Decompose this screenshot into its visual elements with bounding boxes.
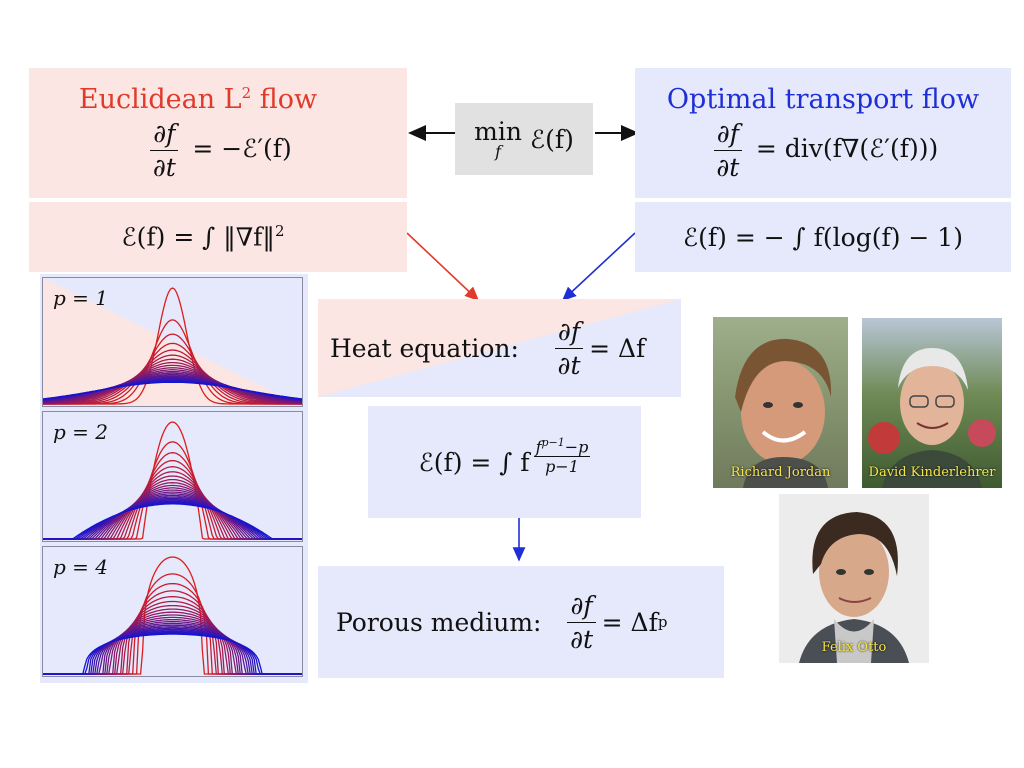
porous-rhs-sup: p: [657, 613, 668, 631]
power-energy-lhs: ℰ(f) = ∫ f: [418, 447, 530, 477]
frac-num-base: f: [535, 437, 542, 457]
diffusion-curve: [43, 632, 302, 675]
diffusion-curve: [43, 354, 302, 405]
heat-numerator: ∂f: [554, 317, 584, 349]
ot-eq-rhs: = div(f∇(ℰ′(f))): [755, 134, 939, 163]
frac-den: p−1: [545, 457, 579, 477]
photo-richard-jordan: Richard Jordan: [713, 317, 848, 488]
optimal-transport-box: Optimal transport flow ∂f ∂t = div(f∇(ℰ′(…: [635, 68, 1011, 198]
power-energy-box: ℰ(f) = ∫ f fp−1−p p−1: [368, 406, 641, 518]
min-word: min: [474, 117, 522, 146]
power-energy: ℰ(f) = ∫ f fp−1−p p−1: [418, 436, 591, 477]
entropy-energy: ℰ(f) = − ∫ f(log(f) − 1): [683, 222, 963, 252]
arrow-red: [406, 232, 480, 302]
caption-richard-jordan: Richard Jordan: [730, 465, 831, 480]
power-energy-fraction: fp−1−p p−1: [533, 435, 591, 477]
caption-david-kinderlehrer: David Kinderlehrer: [868, 465, 996, 480]
diffusion-curve: [43, 627, 302, 675]
euclidean-flow-title: Euclidean L2 flow: [79, 84, 317, 115]
min-energy-box: min f ℰ(f): [455, 103, 593, 175]
diffusion-curve: [43, 498, 302, 540]
min-subscript: f: [495, 142, 501, 161]
portrait-kinderlehrer-image: [868, 348, 996, 488]
diffusion-curve: [43, 630, 302, 675]
diffusion-curve: [43, 369, 302, 404]
diffusion-curve: [43, 633, 302, 675]
heat-equation-box: Heat equation: ∂f ∂t = Δf: [318, 299, 681, 397]
eq-numerator: ∂f: [150, 119, 179, 151]
dirichlet-energy-sup: 2: [274, 222, 285, 241]
porous-rhs: = Δf: [601, 607, 658, 637]
diffusion-curve: [43, 608, 302, 675]
diffusion-curve: [43, 631, 302, 675]
porous-medium-box: Porous medium: ∂f ∂t = Δf p: [318, 566, 724, 678]
heat-equation: Heat equation: ∂f ∂t = Δf: [330, 299, 645, 397]
diffusion-curve: [43, 503, 302, 540]
euclidean-title-sup: 2: [241, 84, 252, 102]
eq-rhs: = −ℰ′(f): [192, 134, 292, 163]
diffusion-curve: [43, 370, 302, 404]
diffusion-curve: [43, 361, 302, 405]
ot-eq-numerator: ∂f: [713, 119, 742, 151]
diffusion-curve: [43, 349, 302, 405]
diffusion-curve: [43, 596, 302, 675]
caption-felix-otto: Felix Otto: [821, 640, 887, 655]
ot-eq-denominator: ∂t: [716, 153, 740, 182]
plot-p2-label: p = 2: [53, 420, 108, 444]
dirichlet-energy-text: ℰ(f) = ∫ ‖∇f‖: [121, 222, 275, 252]
dirichlet-energy-box: ℰ(f) = ∫ ‖∇f‖2: [29, 202, 407, 272]
plot-p1-curves: [43, 287, 302, 405]
diffusion-curve: [43, 381, 302, 400]
min-energy-expression: min f ℰ(f): [474, 117, 574, 161]
diffusion-curve: [43, 604, 302, 675]
plot-p4: p = 4: [42, 546, 303, 677]
arrow-blue: [561, 232, 636, 302]
diffusion-curve: [43, 358, 302, 405]
euclidean-title-suffix: flow: [251, 84, 318, 115]
diffusion-curve: [43, 628, 302, 675]
entropy-energy-box: ℰ(f) = − ∫ f(log(f) − 1): [635, 202, 1011, 272]
porous-numerator: ∂f: [567, 591, 596, 623]
heat-label: Heat equation:: [330, 333, 519, 363]
diffusion-curve: [43, 471, 302, 540]
plot-p4-label: p = 4: [53, 555, 108, 579]
plot-p1-label: p = 1: [53, 286, 108, 310]
porous-label: Porous medium:: [336, 607, 542, 637]
min-expr: ℰ(f): [529, 124, 574, 154]
plot-p4-curves: [43, 556, 302, 675]
plot-p2-curves: [43, 421, 302, 540]
frac-num-tail: −p: [564, 437, 589, 457]
portrait-otto-image: [799, 512, 909, 663]
diffusion-curve: [43, 367, 302, 404]
heat-denominator: ∂t: [557, 350, 581, 380]
euclidean-flow-equation: ∂f ∂t = −ℰ′(f): [144, 119, 292, 182]
porous-medium-equation: Porous medium: ∂f ∂t = Δf p: [336, 566, 667, 678]
diffusion-curve: [43, 364, 302, 405]
plot-p1: p = 1: [42, 277, 303, 407]
optimal-transport-equation: ∂f ∂t = div(f∇(ℰ′(f))): [708, 119, 938, 182]
euclidean-flow-box: Euclidean L2 flow ∂f ∂t = −ℰ′(f): [29, 68, 407, 198]
diffusion-curve: [43, 502, 302, 540]
diffusion-curve: [43, 497, 302, 540]
portrait-jordan-image: [735, 338, 832, 488]
plot-p2: p = 2: [42, 411, 303, 542]
dirichlet-energy: ℰ(f) = ∫ ‖∇f‖2: [122, 222, 285, 251]
diffusion-curve: [43, 501, 302, 540]
photo-felix-otto: Felix Otto: [779, 494, 929, 663]
porous-denominator: ∂t: [570, 624, 594, 654]
diffusion-curve: [43, 616, 302, 675]
diffusion-curve: [43, 482, 302, 540]
heat-rhs: = Δf: [589, 333, 646, 363]
diffusion-curve: [43, 500, 302, 540]
optimal-transport-title: Optimal transport flow: [666, 84, 980, 115]
photo-david-kinderlehrer: David Kinderlehrer: [862, 318, 1002, 488]
eq-denominator: ∂t: [152, 153, 176, 182]
frac-num-sup: p−1: [541, 435, 565, 449]
euclidean-title-text: Euclidean L: [78, 84, 242, 115]
